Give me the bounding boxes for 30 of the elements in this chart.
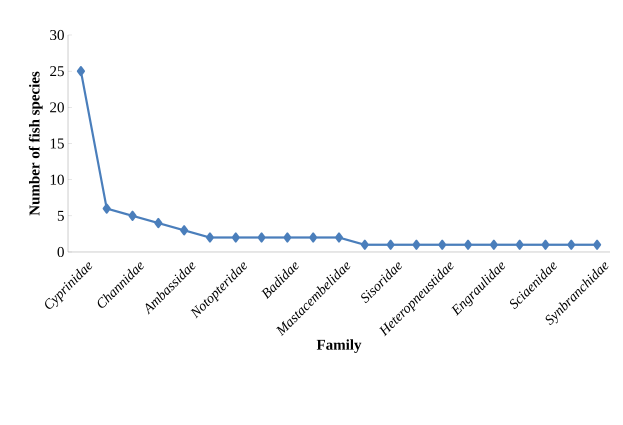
- point: [438, 240, 446, 250]
- point: [76, 66, 86, 76]
- y-tick-label: 0: [58, 246, 64, 258]
- y-axis-title: Number of fish species: [28, 72, 43, 216]
- point: [102, 203, 111, 214]
- point: [360, 240, 369, 250]
- point: [516, 240, 524, 250]
- point: [206, 232, 214, 243]
- point: [592, 240, 602, 250]
- point: [464, 240, 472, 250]
- point: [128, 210, 137, 221]
- point: [257, 232, 266, 243]
- x-axis-title: Family: [316, 339, 362, 353]
- point: [412, 240, 421, 250]
- y-tick-label: 20: [50, 102, 64, 112]
- y-tick-label: 30: [50, 30, 64, 40]
- point: [490, 240, 498, 250]
- point: [180, 225, 188, 236]
- point: [567, 240, 576, 250]
- y-tick-label: 15: [50, 138, 64, 149]
- y-tick-label: 5: [58, 210, 64, 221]
- y-tick-label: 25: [50, 66, 64, 76]
- point: [283, 232, 292, 243]
- point: [309, 232, 318, 243]
- point: [541, 240, 550, 250]
- point: [154, 218, 162, 228]
- y-tick-label: 10: [50, 174, 64, 185]
- point: [232, 232, 240, 243]
- point: [386, 240, 395, 250]
- point: [334, 232, 344, 243]
